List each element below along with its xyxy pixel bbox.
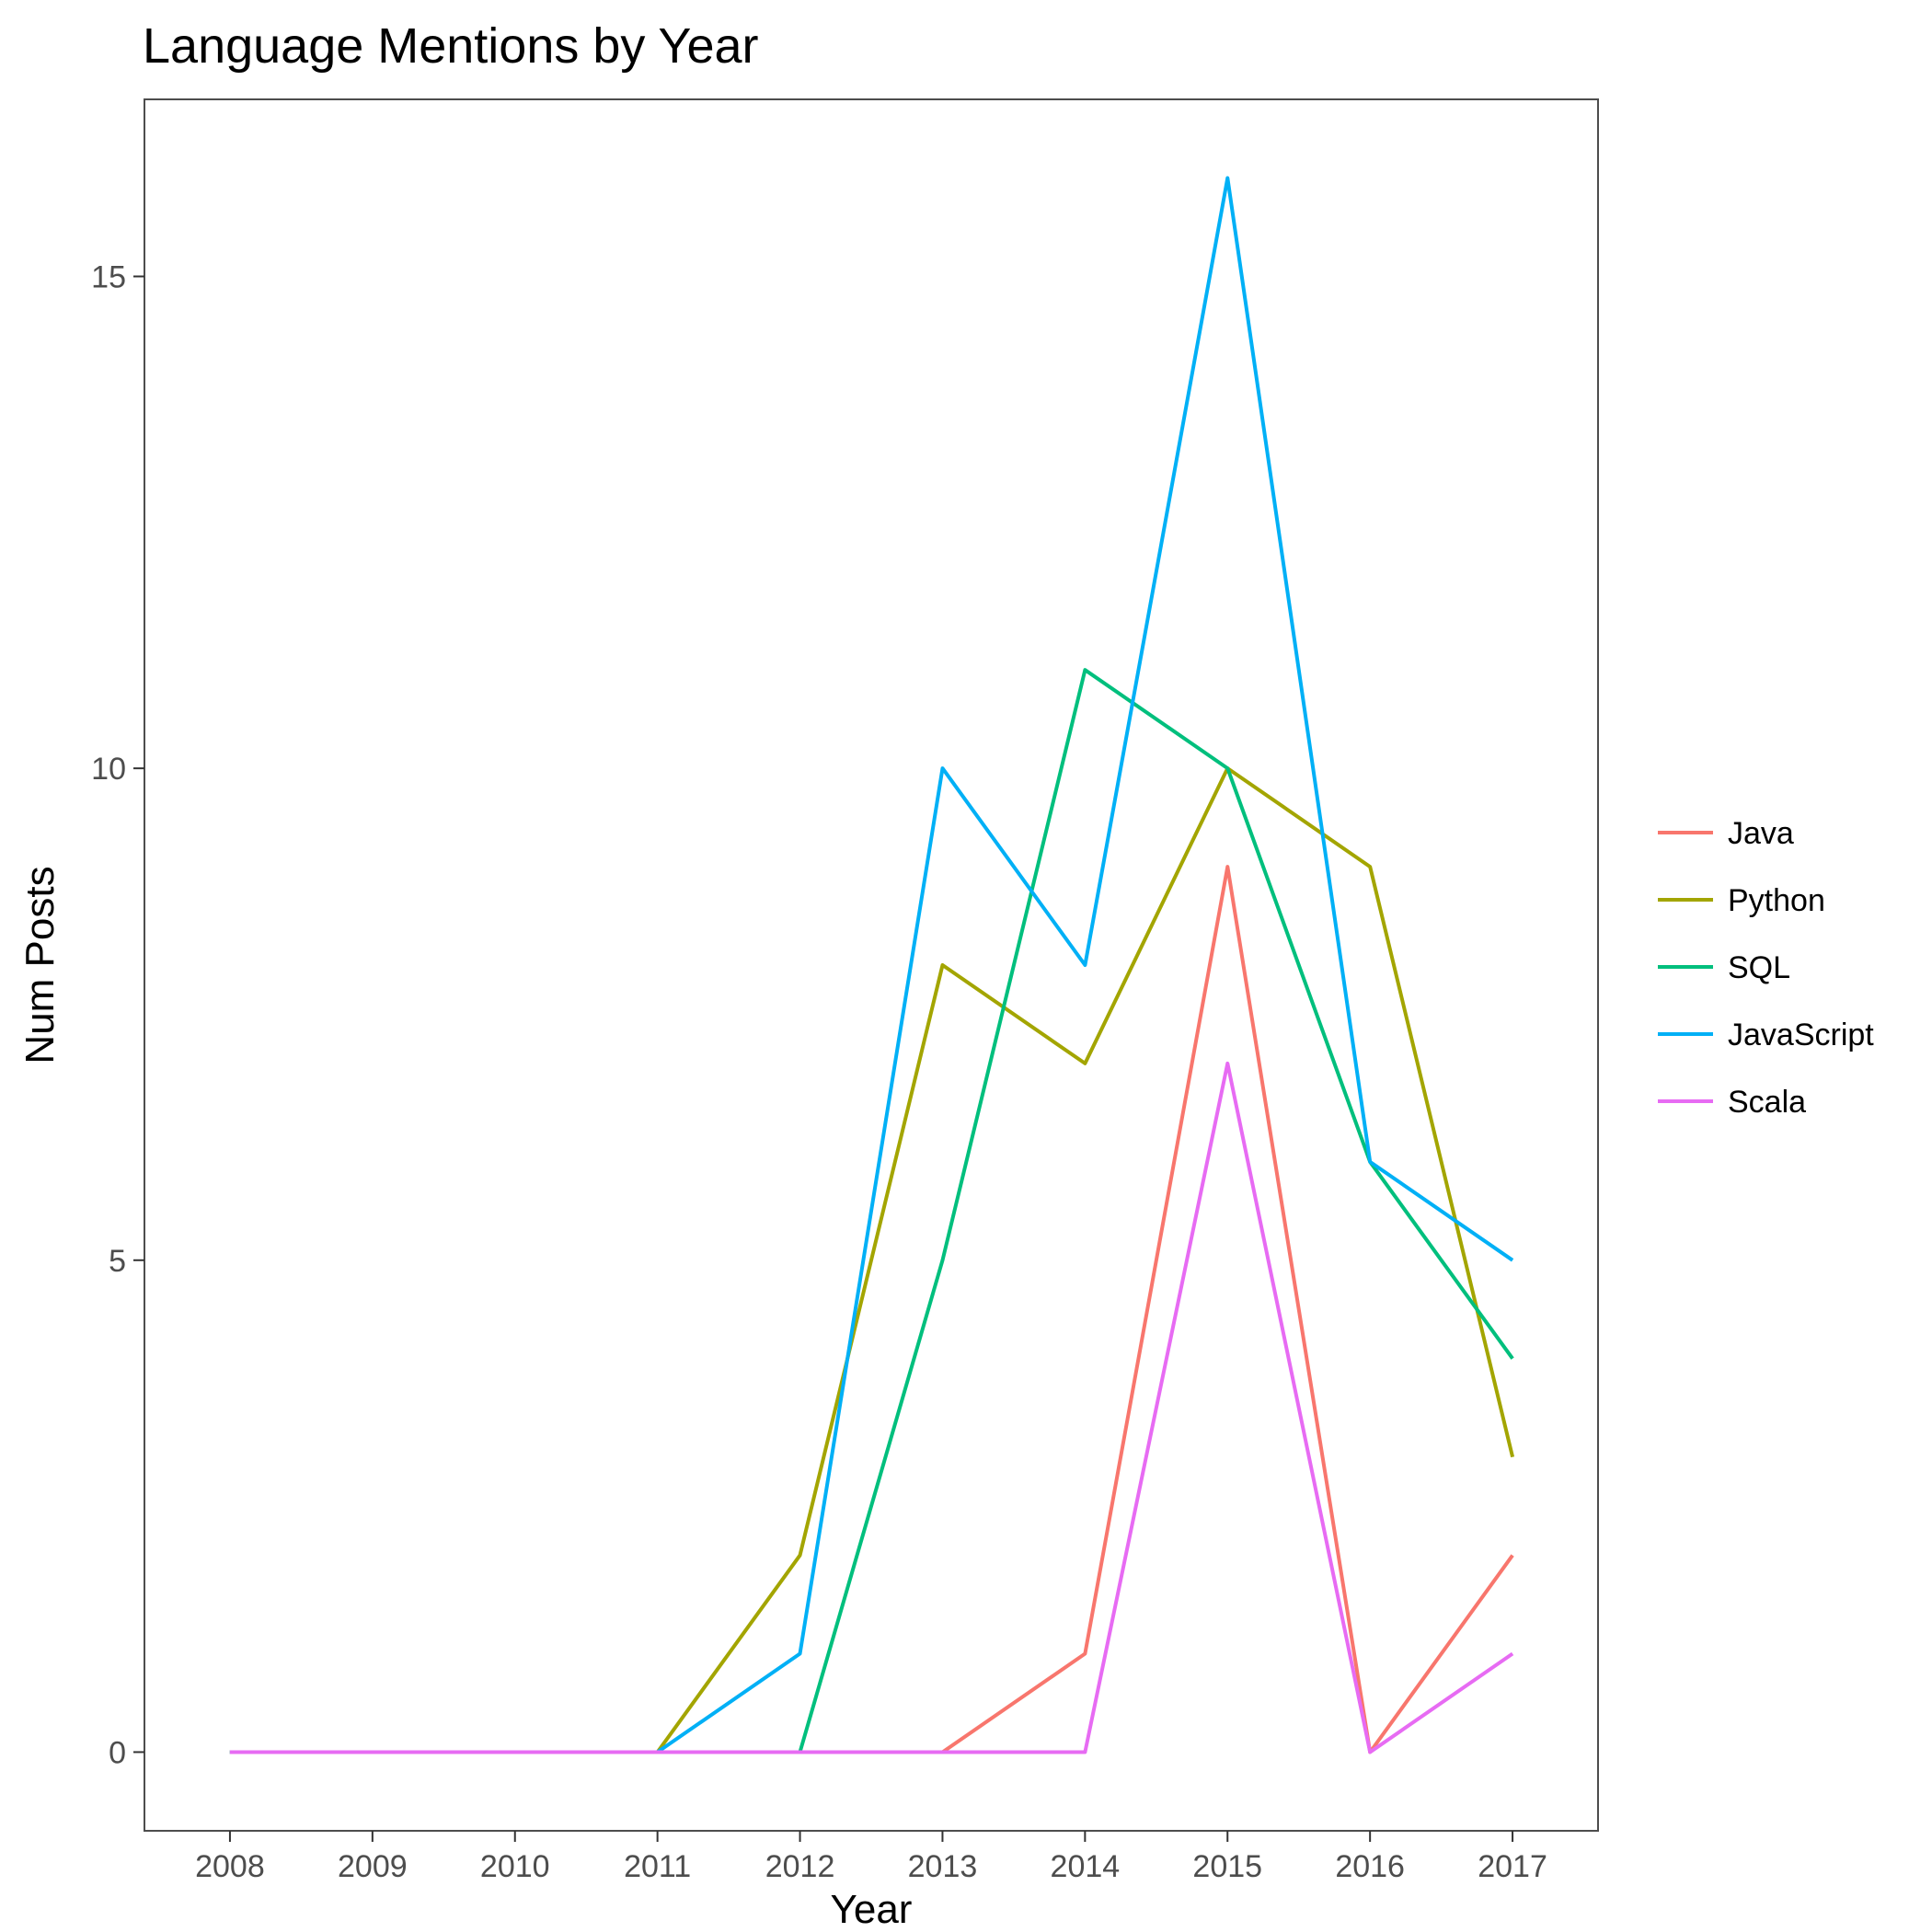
legend-label-sql: SQL [1728,950,1790,985]
x-tick-label: 2013 [908,1849,978,1884]
y-axis: 0 5 10 15 [91,259,144,1770]
y-tick-label: 10 [91,752,126,787]
x-tick-label: 2017 [1478,1849,1547,1884]
x-tick-label: 2014 [1051,1849,1121,1884]
legend-label-scala: Scala [1728,1085,1806,1120]
x-tick-label: 2008 [195,1849,265,1884]
series-lines [229,176,1515,1754]
x-tick-label: 2009 [338,1849,408,1884]
y-tick-label: 5 [109,1244,126,1279]
x-tick-label: 2016 [1335,1849,1405,1884]
x-axis-title: Year [831,1887,913,1932]
plot-panel [144,98,1599,1832]
legend-label-python: Python [1728,883,1825,918]
y-tick-label: 15 [91,259,126,294]
x-tick-label: 2015 [1192,1849,1262,1884]
legend: Java Python SQL JavaScript Scala [1658,816,1874,1120]
x-axis: 2008 2009 2010 2011 2012 2013 2014 2015 2016 2017 [195,1831,1547,1884]
x-tick-label: 2011 [624,1849,691,1884]
series-line-scala [229,1061,1514,1754]
x-tick-label: 2010 [480,1849,550,1884]
legend-label-java: Java [1728,816,1794,851]
y-axis-title: Num Posts [17,866,63,1064]
chart-title: Language Mentions by Year [143,18,759,74]
legend-label-javascript: JavaScript [1728,1018,1874,1052]
y-tick-label: 0 [109,1735,126,1770]
x-tick-label: 2012 [765,1849,835,1884]
